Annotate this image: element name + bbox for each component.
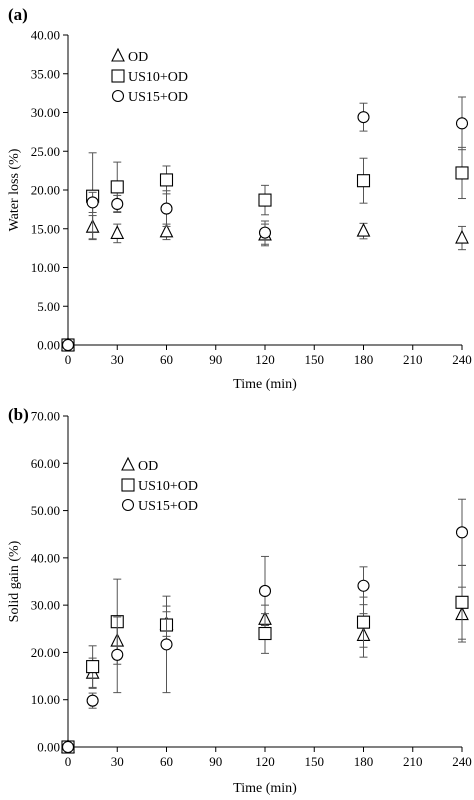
- chart-b-y-tick-label: 60.00: [31, 456, 60, 471]
- chart-a-x-tick-label: 0: [65, 352, 72, 367]
- chart-b-x-tick-label: 90: [209, 754, 222, 769]
- chart-a-legend-od-marker: [111, 47, 125, 62]
- chart-a-x-tick-label: 60: [160, 352, 173, 367]
- chart-a-us10-od-point: [159, 173, 174, 187]
- chart-a-y-tick-label: 15.00: [31, 221, 60, 236]
- chart-b-x-tick-label: 0: [65, 754, 72, 769]
- chart-b-y-tick-label: 40.00: [31, 550, 60, 565]
- chart-a-y-tick-label: 35.00: [31, 66, 60, 81]
- chart-b-panel-label: (b): [8, 405, 29, 424]
- chart-a-od-point: [159, 223, 174, 238]
- chart-b-y-tick-label: 20.00: [31, 645, 60, 660]
- chart-b-us15-od-point: [86, 694, 99, 707]
- chart-b-x-tick-label: 240: [452, 754, 472, 769]
- chart-b-us15-od-point: [160, 638, 173, 651]
- chart-b-x-tick-label: 150: [305, 754, 325, 769]
- chart-a-y-tick-label: 10.00: [31, 260, 60, 275]
- chart-b-us15-od-point: [455, 526, 469, 539]
- chart-b-x-tick-label: 30: [111, 754, 124, 769]
- chart-b-legend-od-label: OD: [138, 459, 158, 474]
- chart-a-od-point: [110, 225, 125, 239]
- chart-a-panel-label: (a): [8, 5, 28, 24]
- chart-a-us10-od-point: [455, 166, 469, 180]
- chart-b-us10-od-point: [356, 615, 371, 629]
- chart-a-od-point: [356, 222, 371, 237]
- chart-a-legend-us15-od-marker: [111, 89, 125, 103]
- chart-a-x-tick-label: 30: [111, 352, 124, 367]
- chart-b-us10-od-point: [455, 595, 469, 609]
- chart-a-y-tick-label: 30.00: [31, 105, 60, 120]
- chart-a-x-tick-label: 120: [255, 352, 275, 367]
- chart-b-y-tick-label: 30.00: [31, 598, 60, 613]
- chart-a-x-tick-label: 240: [452, 352, 472, 367]
- chart-b-legend-us10-od-label: US10+OD: [138, 479, 198, 494]
- chart-b-legend-od-marker: [121, 456, 135, 471]
- chart-b-x-tick-label: 60: [160, 754, 173, 769]
- chart-a-x-axis-label: Time (min): [233, 377, 297, 392]
- chart-b-legend-us10-od-marker: [121, 478, 135, 492]
- chart-b-y-tick-label: 10.00: [31, 692, 60, 707]
- chart-a-us10-od-point: [258, 193, 272, 207]
- chart-b-y-axis-label: Solid gain (%): [7, 540, 22, 622]
- chart-b-legend-us15-od-label: US15+OD: [138, 499, 198, 514]
- chart-b-us15-od-point: [111, 648, 124, 661]
- chart-b-legend-us15-od-marker: [121, 498, 135, 512]
- chart-a-legend-od-label: OD: [128, 50, 148, 65]
- chart-a-y-tick-label: 40.00: [31, 28, 60, 43]
- chart-a-us15-od-point: [86, 196, 99, 209]
- chart-b-x-tick-label: 180: [354, 754, 374, 769]
- chart-b-us15-od-point: [61, 740, 75, 754]
- chart-b-x-axis-label: Time (min): [233, 781, 297, 796]
- chart-b-us15-od-point: [258, 584, 272, 598]
- chart-b-x-tick-label: 120: [255, 754, 275, 769]
- chart-a-x-tick-label: 180: [354, 352, 374, 367]
- chart-a-us10-od-point: [110, 180, 124, 194]
- chart-a-us10-od-point: [356, 174, 371, 188]
- chart-a-legend-us10-od-label: US10+OD: [128, 70, 188, 85]
- chart-a-legend-us10-od-marker: [111, 69, 125, 83]
- chart-a-y-tick-label: 0.00: [37, 338, 60, 353]
- chart-a-y-tick-label: 25.00: [31, 144, 60, 159]
- chart-a-x-tick-label: 90: [209, 352, 222, 367]
- chart-a-us15-od-point: [258, 226, 272, 239]
- chart-b-us15-od-point: [357, 579, 370, 592]
- chart-a-us15-od-point: [111, 197, 124, 210]
- chart-a-us15-od-point: [455, 117, 469, 130]
- chart-a: (a) 0.00 5.00 10.00 15.00 20.00 25.00 30.00 35.0…: [7, 5, 472, 392]
- chart-a-y-tick-label: 20.00: [31, 183, 60, 198]
- chart-b-y-tick-label: 50.00: [31, 503, 60, 518]
- chart-a-od-point: [455, 229, 469, 244]
- chart-a-x-tick-label: 210: [403, 352, 423, 367]
- chart-a-legend-us15-od-label: US15+OD: [128, 90, 188, 105]
- chart-a-us15-od-point: [357, 111, 370, 124]
- chart-b: (b) 0.00 10.00 20.00 30.00 40.00 50.00 60.00 70.…: [7, 405, 472, 796]
- chart-b-y-tick-label: 70.00: [31, 409, 60, 424]
- chart-b-x-tick-label: 210: [403, 754, 423, 769]
- chart-a-y-axis-label: Water loss (%): [7, 148, 22, 231]
- chart-a-us15-od-point: [160, 202, 173, 215]
- chart-b-us10-od-point: [86, 660, 100, 674]
- chart-b-y-tick-label: 0.00: [37, 740, 60, 755]
- chart-a-x-tick-label: 150: [305, 352, 325, 367]
- chart-b-us10-od-point: [258, 626, 272, 641]
- chart-a-y-tick-label: 5.00: [37, 299, 60, 314]
- chart-a-us15-od-point: [61, 338, 75, 352]
